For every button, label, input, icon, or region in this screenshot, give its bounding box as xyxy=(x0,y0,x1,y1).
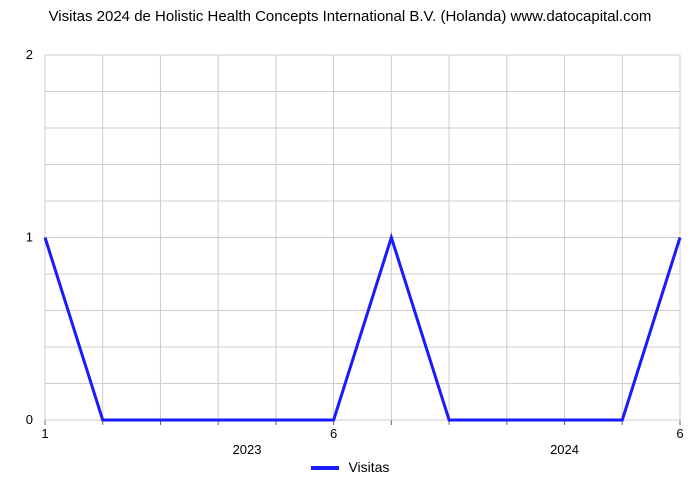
svg-text:1: 1 xyxy=(26,230,33,245)
svg-text:2: 2 xyxy=(26,47,33,62)
line-chart: 01216620232024 xyxy=(0,25,700,455)
legend: Visitas xyxy=(0,455,700,475)
svg-text:2024: 2024 xyxy=(550,442,579,455)
chart-container: 01216620232024 xyxy=(0,25,700,455)
svg-text:6: 6 xyxy=(330,426,337,441)
chart-title: Visitas 2024 de Holistic Health Concepts… xyxy=(0,0,700,25)
legend-swatch xyxy=(311,466,339,470)
svg-text:0: 0 xyxy=(26,412,33,427)
svg-text:2023: 2023 xyxy=(233,442,262,455)
svg-text:1: 1 xyxy=(41,426,48,441)
legend-label: Visitas xyxy=(348,459,389,475)
svg-text:6: 6 xyxy=(676,426,683,441)
